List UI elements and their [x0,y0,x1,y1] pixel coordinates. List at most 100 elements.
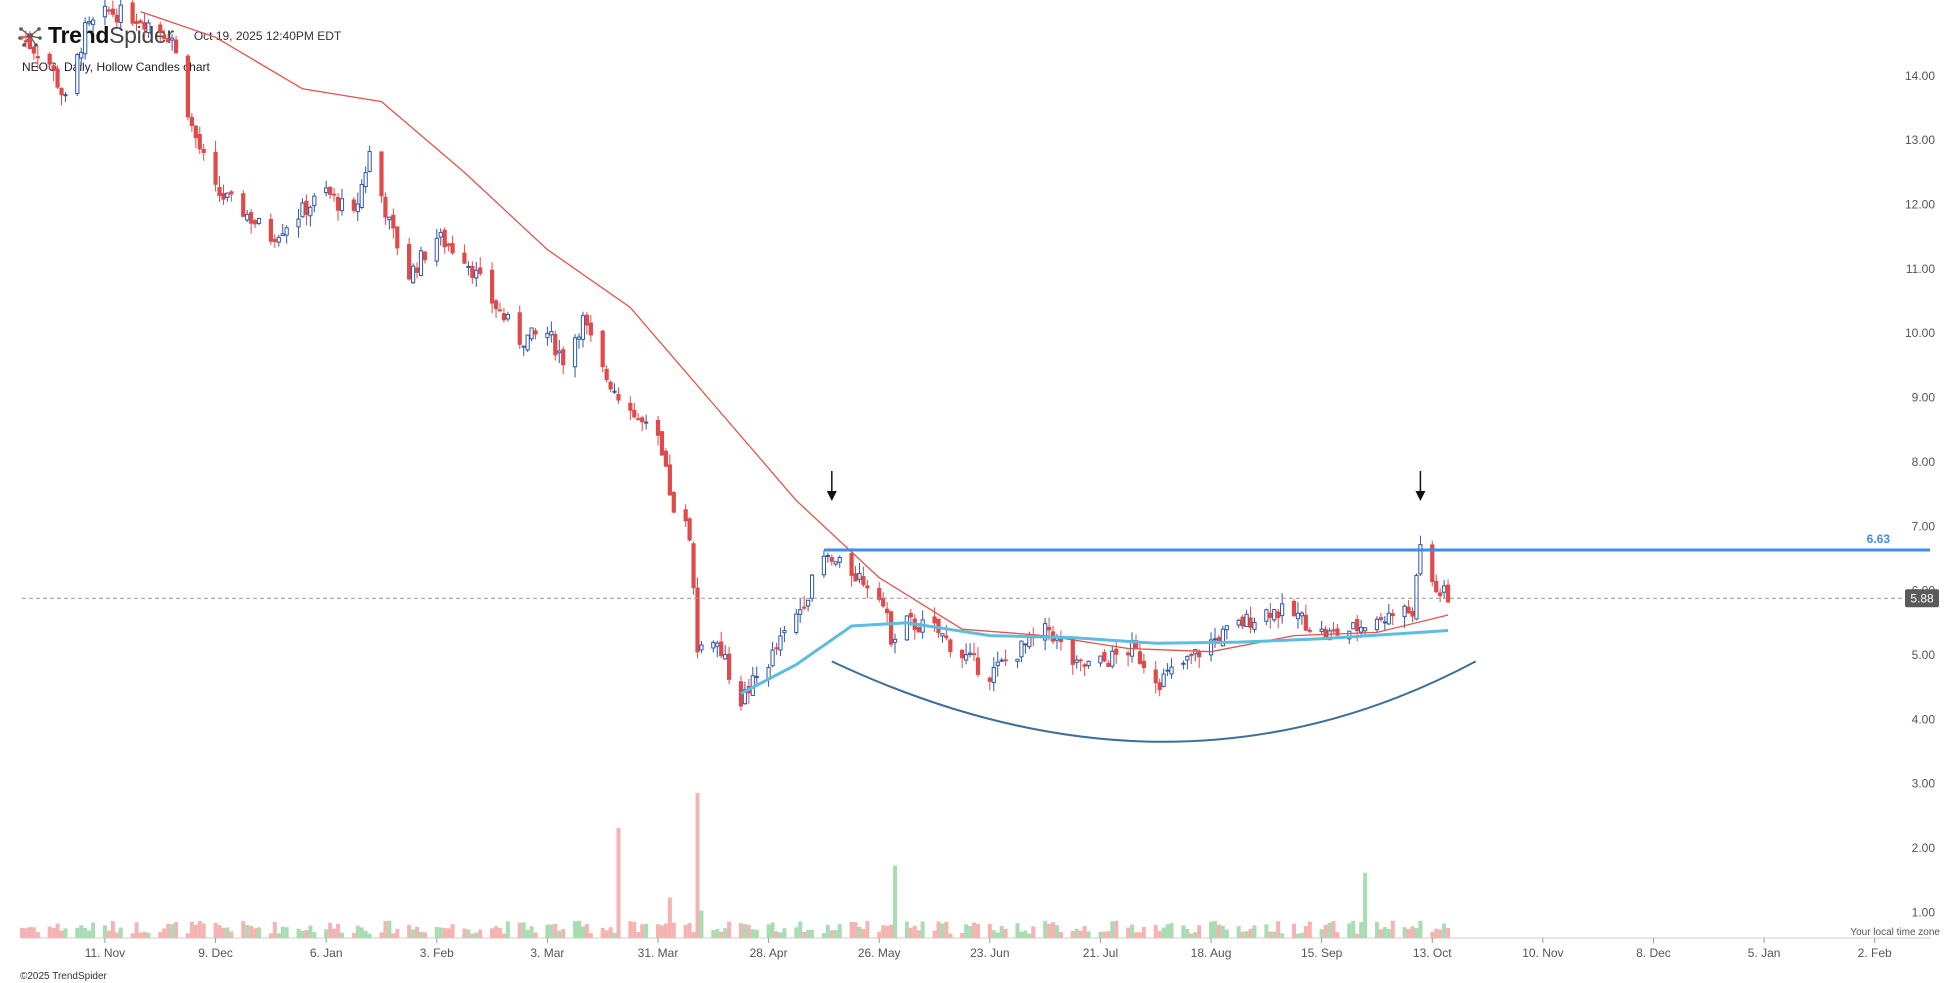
candle-body [600,330,605,368]
candle-body [395,226,400,249]
candle-body [849,553,854,576]
volume-bar [968,925,973,938]
x-tick-label: 9. Dec [198,946,233,960]
volume-bar [920,921,925,938]
volume-bar [106,930,111,938]
chart-timestamp: Oct 19, 2025 12:40PM EDT [193,28,342,43]
candle-body [1165,669,1170,672]
volume-bar [170,924,175,938]
candle-body [83,22,88,55]
volume-bar [640,924,645,938]
volume-bar [1240,931,1245,938]
moving-average-short [140,10,1449,653]
candle-body [1224,625,1229,631]
candle-body [87,21,92,24]
volume-bar [55,923,60,938]
candle-body [166,38,171,43]
candle-body [936,618,941,634]
volume-bar [1268,931,1273,938]
volume-bar [296,928,301,938]
candle-body [1074,659,1079,663]
candle-body [798,609,803,615]
volume-bar [750,929,755,938]
volume-bar [379,932,384,938]
candle-body [908,612,913,618]
volume-bar [422,932,427,938]
candle-body [967,652,973,655]
volume-bar [727,921,732,938]
volume-bar [1126,927,1131,938]
candle-body [821,555,827,576]
candle-body [794,613,799,633]
candle-body [19,36,25,39]
candle-body [1046,626,1052,631]
volume-bar [557,930,562,938]
volume-bar [213,922,218,938]
candle-body [31,46,36,54]
volume-bar [1406,929,1411,938]
volume-bar [20,927,24,938]
volume-bar [466,929,471,938]
candle-body [971,653,977,656]
volume-bar [35,932,40,938]
candle-body [727,653,732,680]
volume-bar [612,932,617,938]
volume-bar [276,933,281,938]
candle-body [173,39,179,54]
candle-body [1236,619,1241,626]
volume-bar [1212,920,1217,938]
candle-body [719,641,724,657]
volume-bar [134,922,139,938]
volume-bar [395,928,400,938]
volume-bar [782,928,787,938]
volume-bar [1303,926,1308,938]
candle-body [221,193,226,200]
volume-bar [742,924,747,938]
volume-bar [549,924,554,938]
candle-body [189,116,194,127]
volume-bar [1272,931,1277,938]
candle-body [300,202,305,218]
candle-body [778,635,783,651]
candle-body [1110,650,1115,667]
candle-body [63,94,68,97]
volume-bar [1023,930,1028,938]
volume-bar [893,865,898,938]
candle-body [584,314,589,326]
candle-body [1157,682,1162,691]
candle-body [1106,662,1111,667]
candle-body [280,233,285,237]
volume-bar [754,929,759,938]
volume-bar [217,925,222,938]
volume-bar [545,924,550,938]
volume-bar [193,925,198,938]
volume-bar [825,924,830,938]
candle-body [999,659,1004,662]
volume-bar [932,930,937,938]
volume-bar [584,923,589,938]
volume-bar [383,921,388,938]
candle-body [1003,659,1008,662]
volume-bar [525,929,530,938]
candle-body [640,417,645,423]
volume-bar [1003,928,1008,938]
candle-body [134,21,139,24]
volume-bar [1299,932,1304,938]
candle-body [268,218,273,242]
candle-body [418,250,424,276]
copyright: ©2025 TrendSpider [20,971,107,982]
volume-bar [1070,931,1075,938]
volume-bar [821,933,826,938]
volume-bar [462,928,467,938]
volume-bar [746,924,751,938]
volume-bar [1331,921,1336,938]
volume-bar [1434,928,1439,938]
volume-bar [355,925,360,938]
candle-body [75,54,80,95]
volume-bar [1355,933,1360,938]
candle-body [940,633,945,637]
candle-body [861,576,866,586]
candle-body [1102,651,1107,662]
volume-bar [1295,933,1300,938]
